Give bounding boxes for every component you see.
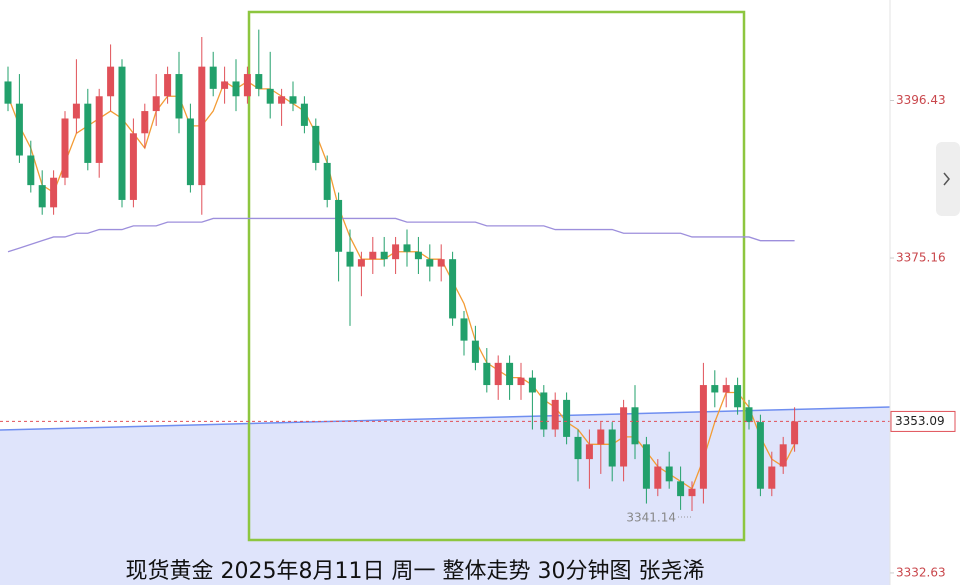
candle-body [449, 259, 457, 319]
chart-title: 现货黄金 2025年8月11日 周一 整体走势 30分钟图 张尧浠 [126, 559, 705, 584]
candle-body [392, 244, 400, 260]
candle-body [118, 66, 126, 200]
candle-body [95, 96, 103, 163]
candle-body [72, 103, 80, 119]
candle-body [471, 340, 479, 363]
candle-body [506, 362, 514, 386]
candle-body [27, 155, 35, 186]
candle-body [688, 488, 696, 497]
candle-body [768, 466, 776, 489]
candle-body [232, 81, 240, 97]
candle-body [380, 251, 388, 260]
candle-body [198, 66, 206, 186]
candle-body [209, 66, 217, 89]
last-price-label: 3353.09 [895, 414, 945, 428]
candle-body [141, 111, 149, 134]
candle-body [266, 88, 274, 104]
candle-body [722, 385, 730, 393]
candle-body [665, 466, 673, 482]
moving-average [7, 217, 795, 253]
candle-body [563, 399, 571, 437]
candle-body [517, 377, 525, 386]
candle-body [61, 118, 69, 178]
expand-button[interactable] [936, 142, 960, 216]
candle-body [631, 407, 639, 445]
candle-body [711, 385, 719, 393]
candle-body [221, 81, 229, 89]
candle-body [608, 429, 616, 467]
candle-body [357, 259, 365, 267]
candle-body [243, 74, 251, 97]
candle-body [677, 481, 685, 497]
candle-body [175, 74, 183, 119]
last-price-box [890, 410, 956, 432]
candle-body [346, 251, 354, 267]
candle-body [300, 103, 308, 126]
candle-body [585, 444, 593, 460]
plot: 3341.14 [0, 29, 890, 524]
candle-body [699, 385, 707, 489]
annotation: 3341.14 [626, 510, 676, 524]
candle-body [84, 103, 92, 163]
y-tick-label: 3396.43 [896, 93, 946, 107]
candle-body [574, 436, 582, 460]
candle-body [186, 118, 194, 186]
candle-body [597, 429, 605, 445]
candle-body [791, 421, 799, 445]
candle-body [756, 422, 764, 489]
candle-body [107, 66, 115, 97]
candle-body [460, 318, 468, 341]
candle-body [255, 74, 263, 89]
candle-body [38, 185, 46, 208]
candle-body [540, 392, 548, 430]
trend-line [0, 406, 891, 431]
candle-body [779, 444, 787, 467]
candle-body [164, 74, 172, 97]
candle-body [745, 407, 753, 423]
candle-body [4, 81, 12, 104]
candle-body [129, 133, 137, 200]
candle-body [312, 125, 320, 163]
candle-body [403, 244, 411, 252]
candle-body [528, 377, 536, 393]
candle-body [323, 162, 331, 200]
candle-body [654, 466, 662, 489]
candle-body [289, 96, 297, 104]
candle-body [50, 177, 58, 208]
highlight-box [247, 10, 746, 542]
candle-body [483, 362, 491, 386]
candle-body [437, 259, 445, 267]
candle-body [426, 259, 434, 267]
candle-body [335, 199, 343, 252]
candle-body [152, 96, 160, 112]
y-tick-label: 3375.16 [896, 250, 946, 264]
y-tick-label: 3332.63 [896, 565, 946, 579]
candle-body [734, 385, 742, 408]
candle-body [620, 407, 628, 467]
moving-average [7, 80, 796, 490]
candle-body [15, 103, 23, 156]
candle-body [551, 399, 559, 430]
candle-body [369, 251, 377, 260]
expand-arrow [943, 172, 950, 186]
candle-body [278, 96, 286, 104]
candle-body [494, 362, 502, 386]
candle-body [414, 251, 422, 260]
candle-body [642, 444, 650, 489]
